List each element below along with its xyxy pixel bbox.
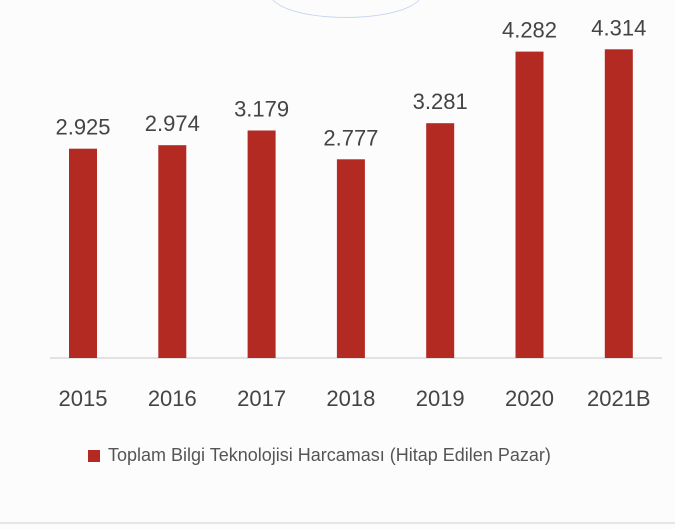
x-tick-2017: 2017: [237, 386, 286, 411]
data-labels: 2.925 2.974 3.179 2.777 3.281 4.282 4.314: [55, 15, 646, 150]
x-tick-2018: 2018: [326, 386, 375, 411]
bar-2018: [336, 159, 365, 358]
bottom-divider: [0, 522, 675, 524]
x-tick-2016: 2016: [148, 386, 197, 411]
x-tick-2019: 2019: [416, 386, 465, 411]
data-label-2017: 3.179: [234, 97, 289, 122]
x-tick-2015: 2015: [59, 386, 108, 411]
x-tick-2021B: 2021B: [587, 386, 651, 411]
bar-2017: [247, 130, 276, 358]
data-label-2021B: 4.314: [591, 15, 646, 40]
data-label-2019: 3.281: [413, 89, 468, 114]
data-label-2016: 2.974: [145, 111, 200, 136]
x-axis-tick-labels: 2015 2016 2017 2018 2019 2020 2021B: [59, 386, 651, 411]
data-label-2018: 2.777: [323, 125, 378, 150]
bar-2016: [158, 145, 187, 358]
x-tick-2020: 2020: [505, 386, 554, 411]
bar-series: [69, 49, 633, 359]
bar-2019: [426, 123, 455, 358]
data-label-2015: 2.925: [55, 115, 110, 140]
legend-label: Toplam Bilgi Teknolojisi Harcaması (Hita…: [108, 445, 551, 465]
data-label-2020: 4.282: [502, 18, 557, 43]
bar-2021B: [604, 49, 633, 359]
legend: Toplam Bilgi Teknolojisi Harcaması (Hita…: [88, 440, 648, 470]
legend-swatch: [88, 450, 100, 462]
bar-2015: [69, 148, 97, 358]
bar-2020: [515, 51, 544, 358]
